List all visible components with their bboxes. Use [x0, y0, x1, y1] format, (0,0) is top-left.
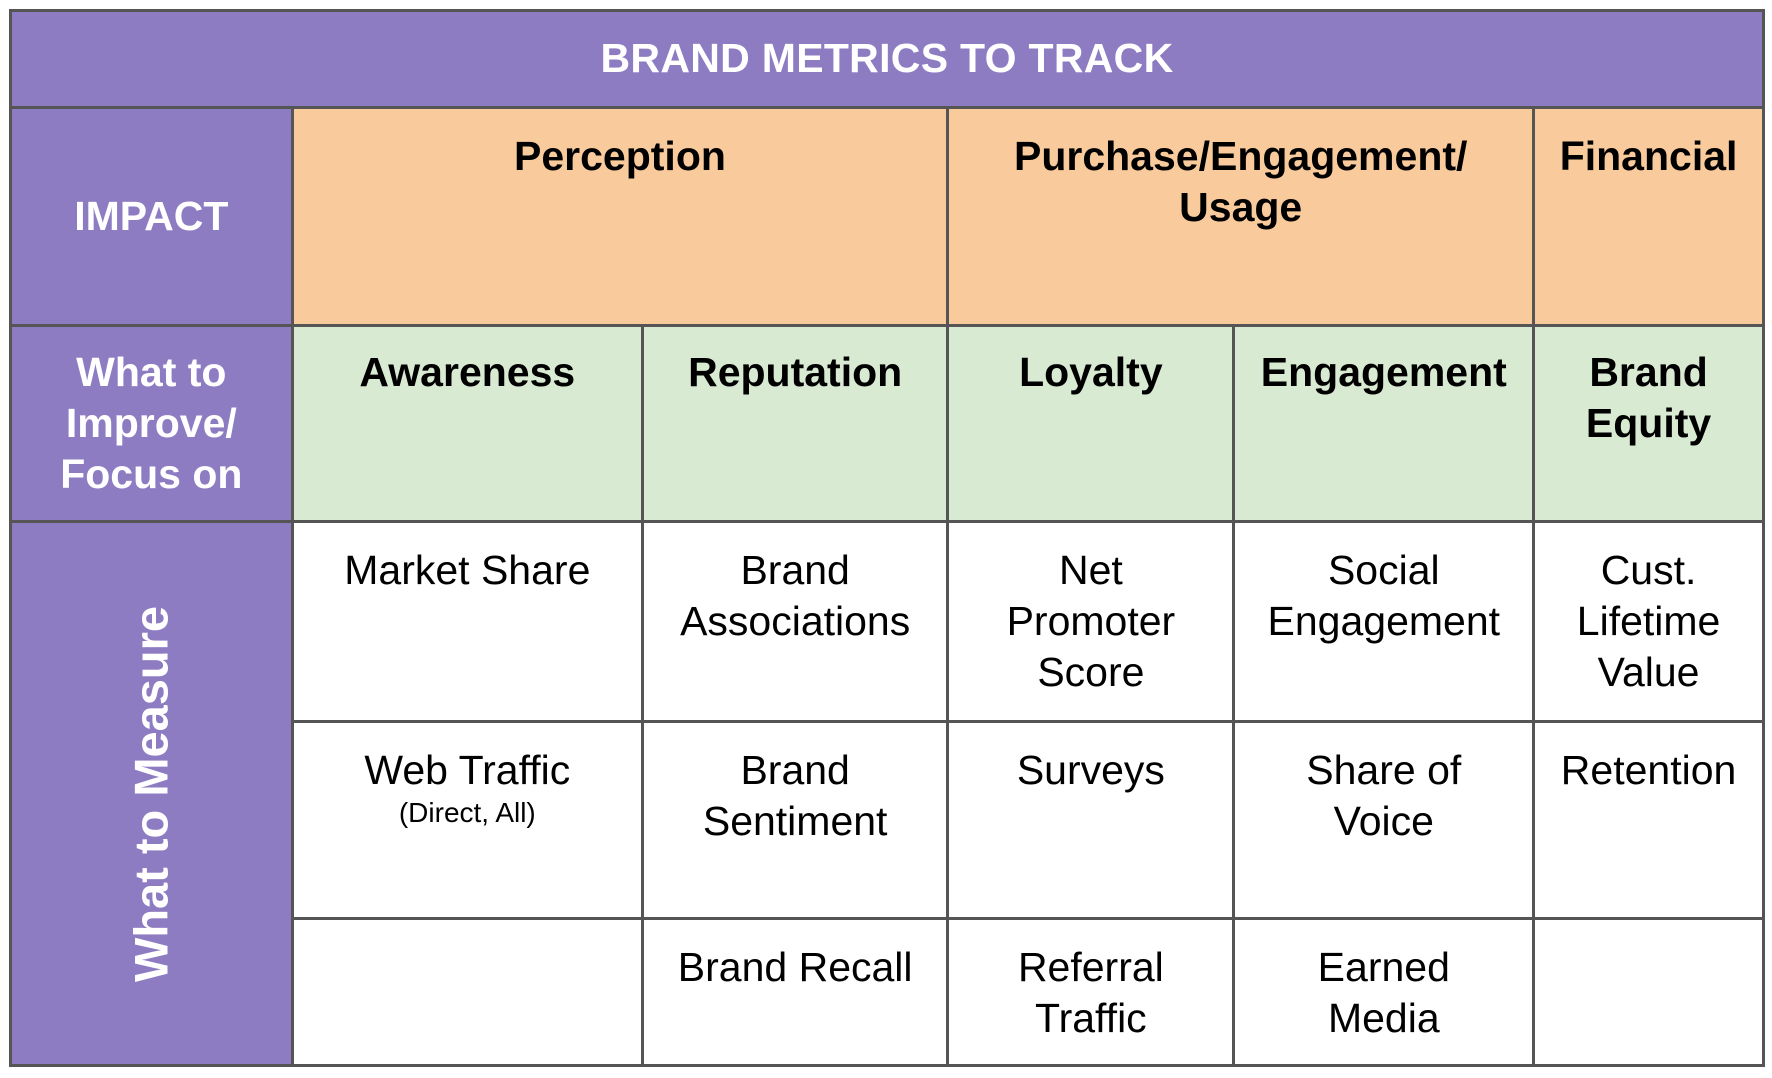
measure-earned-media: Earned Media — [1232, 916, 1536, 1068]
cell-line: Web Traffic — [364, 747, 571, 794]
measure-surveys: Surveys — [946, 720, 1236, 920]
measure-label-text: What to Measure — [124, 605, 178, 982]
measure-share-of-voice: Share of Voice — [1232, 720, 1536, 920]
focus-label-line-3: Focus on — [60, 450, 243, 497]
measure-web-traffic: Web Traffic (Direct, All) — [290, 720, 645, 920]
cell-line: Referral — [1017, 943, 1164, 990]
cell-line: Brand — [740, 747, 850, 794]
cell-line: Retention — [1560, 747, 1737, 794]
brand-equity-line-2: Equity — [1585, 399, 1712, 446]
measure-referral-traffic: Referral Traffic — [946, 916, 1236, 1068]
impact-purchase-line-2: Usage — [1179, 183, 1303, 230]
cell-line: Traffic — [1035, 994, 1147, 1041]
cell-line: Lifetime — [1576, 598, 1721, 645]
focus-brand-equity: Brand Equity — [1532, 323, 1765, 524]
focus-reputation: Reputation — [640, 323, 950, 524]
cell-line: Value — [1597, 649, 1700, 696]
focus-label-line-1: What to — [76, 348, 227, 395]
cell-line: Promoter — [1006, 598, 1176, 645]
measure-empty-brand-equity — [1532, 916, 1765, 1068]
cell-line: Social — [1327, 547, 1440, 594]
cell-line: Associations — [680, 598, 911, 645]
cell-line: Sentiment — [702, 798, 888, 845]
cell-line: Score — [1037, 649, 1145, 696]
measure-empty-awareness — [290, 916, 645, 1068]
brand-metrics-table: BRAND METRICS TO TRACK IMPACT Perception… — [9, 9, 1765, 1068]
cell-line: Earned — [1317, 943, 1450, 990]
measure-brand-associations: Brand Associations — [640, 520, 950, 724]
cell-line: Media — [1327, 994, 1440, 1041]
cell-line: Brand — [740, 547, 850, 594]
web-traffic-note: (Direct, All) — [398, 797, 536, 829]
cell-line: Market Share — [344, 547, 591, 594]
cell-line: Net — [1058, 547, 1123, 594]
measure-brand-sentiment: Brand Sentiment — [640, 720, 950, 920]
measure-customer-lifetime-value: Cust. Lifetime Value — [1532, 520, 1765, 724]
cell-line: Cust. — [1600, 547, 1697, 594]
impact-row-label: IMPACT — [9, 105, 294, 327]
focus-loyalty: Loyalty — [946, 323, 1236, 524]
cell-line: Share of — [1306, 747, 1462, 794]
focus-row-label: What to Improve/ Focus on — [9, 323, 294, 524]
measure-row-label: What to Measure — [9, 520, 294, 1067]
measure-market-share: Market Share — [290, 520, 645, 724]
cell-line: Brand Recall — [677, 943, 913, 990]
brand-equity-line-1: Brand — [1589, 348, 1708, 395]
cell-line: Engagement — [1267, 598, 1501, 645]
impact-perception: Perception — [290, 105, 950, 327]
measure-brand-recall: Brand Recall — [640, 916, 950, 1068]
focus-engagement: Engagement — [1232, 323, 1536, 524]
cell-line: Voice — [1333, 798, 1434, 845]
focus-awareness: Awareness — [290, 323, 645, 524]
focus-label-line-2: Improve/ — [65, 399, 237, 446]
impact-purchase-engagement-usage: Purchase/Engagement/ Usage — [946, 105, 1536, 327]
cell-line: Surveys — [1016, 747, 1165, 794]
measure-retention: Retention — [1532, 720, 1765, 920]
measure-net-promoter-score: Net Promoter Score — [946, 520, 1236, 724]
impact-purchase-line-1: Purchase/Engagement/ — [1013, 132, 1468, 179]
table-title: BRAND METRICS TO TRACK — [9, 9, 1765, 109]
impact-financial: Financial — [1532, 105, 1765, 327]
measure-social-engagement: Social Engagement — [1232, 520, 1536, 724]
